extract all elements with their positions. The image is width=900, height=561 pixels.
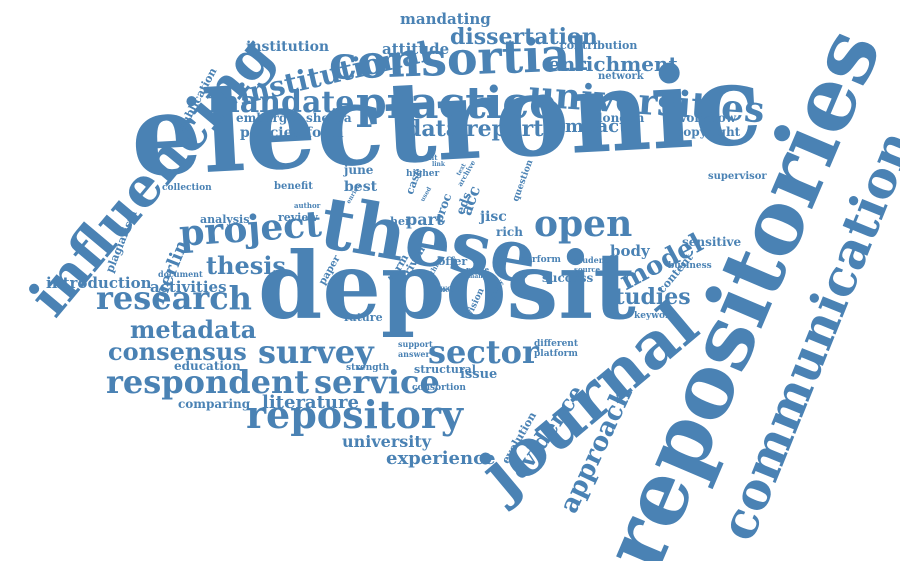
word-best: best	[344, 179, 378, 195]
word-sector: sector	[428, 333, 539, 371]
word-source: source	[574, 265, 601, 274]
word-document: document	[158, 269, 203, 279]
word-work: work	[440, 283, 462, 293]
word-copyright: copyright	[676, 125, 741, 139]
word-university: university	[342, 432, 432, 451]
word-success: success	[542, 271, 594, 285]
word-platform: platform	[534, 349, 578, 359]
word-supervisor: supervisor	[708, 171, 767, 182]
word-enrichment: enrichment	[548, 52, 678, 76]
word-body: body	[610, 242, 650, 260]
word-student: student	[574, 255, 609, 265]
word-sensitive: sensitive	[682, 235, 742, 249]
word-relate: relate	[466, 265, 490, 274]
word-data: data	[406, 116, 461, 142]
word-many: many	[468, 273, 487, 280]
word-workflow: workflow	[676, 111, 737, 125]
word-sherpa: sherpa	[306, 111, 352, 125]
word-analysis: analysis	[200, 213, 250, 226]
word-strength: strength	[346, 363, 390, 373]
word-form: form	[306, 125, 344, 141]
word-june: june	[344, 163, 374, 177]
word-dissertation: dissertation	[450, 24, 598, 50]
word-current: current	[408, 153, 438, 162]
word-keyword: keyword	[634, 311, 676, 321]
word-business: business	[668, 261, 712, 271]
word-support: support	[398, 339, 433, 349]
word-answer: answer	[398, 349, 430, 359]
word-deposit: deposit	[258, 232, 636, 340]
word-author: author	[294, 201, 321, 210]
word-future: future	[344, 311, 383, 324]
word-hei: hei	[390, 215, 410, 228]
word-jisc: jisc	[480, 209, 507, 225]
word-mandating: mandating	[400, 10, 491, 28]
word-consortion: consortion	[412, 383, 466, 393]
word-need: need	[440, 285, 459, 294]
word-issue: issue	[460, 367, 498, 382]
word-rich: rich	[496, 225, 523, 239]
word-comparing: comparing	[178, 397, 251, 411]
word-london: london	[598, 111, 645, 125]
word-link: link	[432, 161, 446, 168]
word-mandate: mandate	[208, 85, 355, 120]
word-introduction: introduction	[46, 274, 152, 292]
word-attitude: attitude	[382, 40, 450, 58]
word-embargo: embargo	[236, 111, 296, 125]
word-repository: repository	[246, 392, 463, 437]
word-review: review	[278, 211, 318, 224]
word-benefit: benefit	[274, 181, 313, 192]
word-service: service	[314, 363, 440, 401]
word-metadata: metadata	[130, 315, 257, 344]
word-policies: policies	[240, 125, 301, 141]
word-contribution: contribution	[560, 39, 638, 52]
word-report: report	[466, 116, 544, 142]
word-consensus: consensus	[108, 337, 247, 366]
word-network: network	[598, 71, 644, 82]
word-research: research	[96, 279, 252, 317]
word-collection: collection	[162, 183, 212, 193]
word-offer: offer	[438, 255, 468, 268]
word-studies: studies	[602, 284, 691, 310]
word-survey: survey	[258, 333, 374, 371]
word-structural: structural	[414, 363, 476, 376]
word-education: education	[174, 359, 241, 373]
word-impact: impact	[558, 116, 628, 137]
word-practice: practice	[356, 78, 558, 129]
word-respondent: respondent	[106, 363, 309, 401]
word-experience: experience	[386, 448, 496, 469]
word-thesis: thesis	[206, 251, 286, 280]
word-higher: higher	[406, 169, 440, 179]
word-activities: activities	[150, 278, 227, 296]
word-perform: perform	[520, 255, 561, 265]
word-part: part	[406, 210, 444, 229]
word-different: different	[534, 339, 578, 349]
word-open: open	[534, 203, 633, 245]
word-literature: literature	[262, 392, 359, 413]
word-institution: institution	[246, 39, 330, 55]
